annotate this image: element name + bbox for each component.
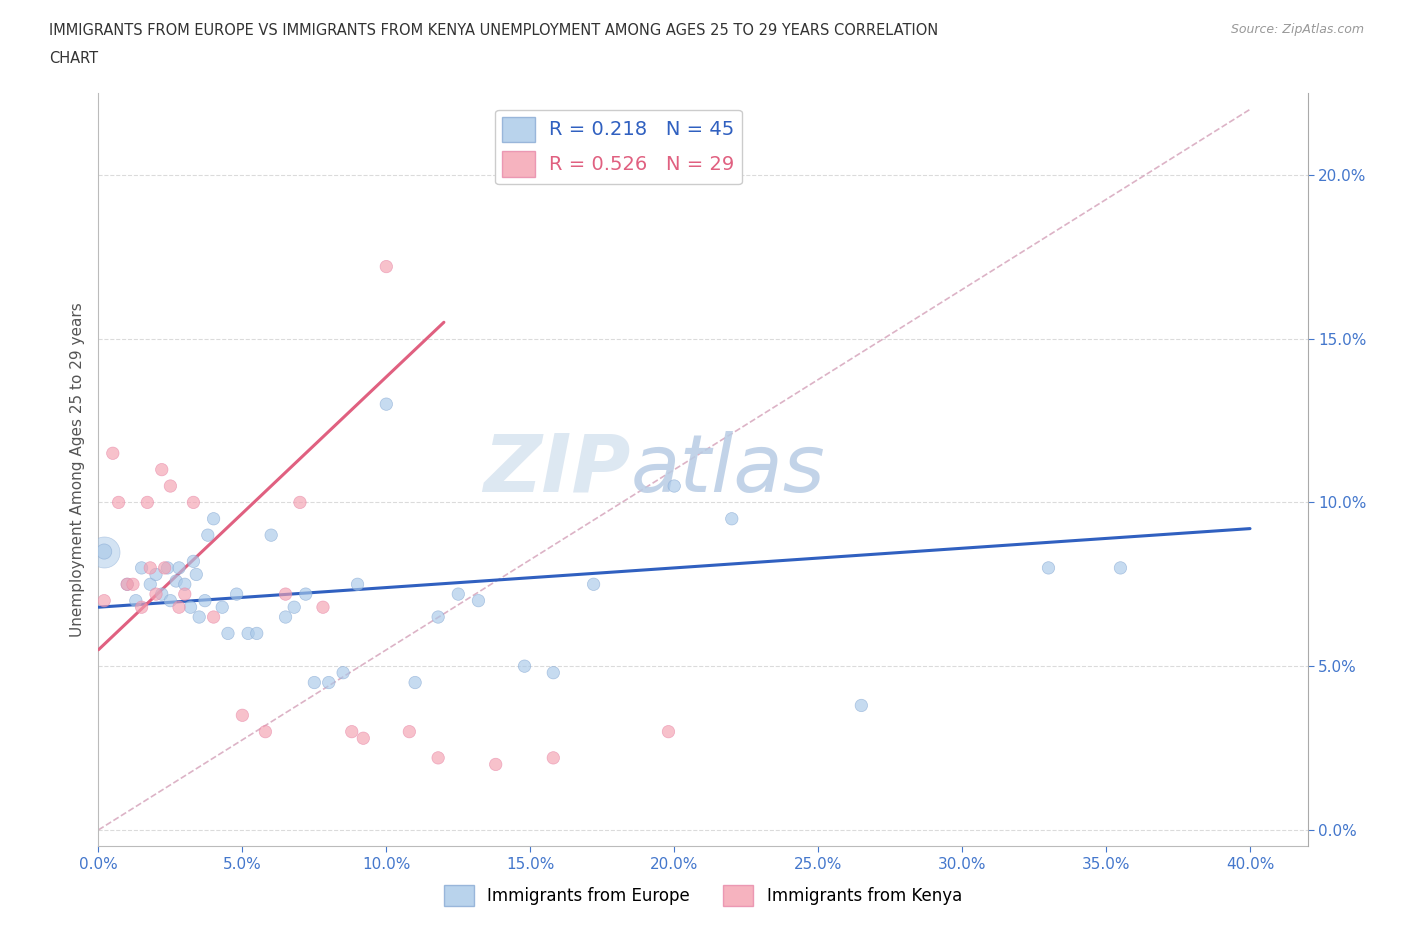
Point <box>513 658 536 673</box>
Point <box>159 479 181 494</box>
Point <box>93 544 115 559</box>
Point <box>165 574 187 589</box>
Point <box>404 675 426 690</box>
Point <box>131 561 153 576</box>
Point <box>186 567 208 582</box>
Point <box>332 665 354 680</box>
Point <box>398 724 420 739</box>
Point <box>153 561 176 576</box>
Point <box>156 561 179 576</box>
Point <box>485 757 508 772</box>
Point <box>131 600 153 615</box>
Point <box>246 626 269 641</box>
Point <box>197 527 219 542</box>
Point <box>217 626 239 641</box>
Point <box>167 561 190 576</box>
Point <box>346 577 368 591</box>
Point <box>1038 561 1060 576</box>
Legend: R = 0.218   N = 45, R = 0.526   N = 29: R = 0.218 N = 45, R = 0.526 N = 29 <box>495 110 742 184</box>
Point <box>664 479 686 494</box>
Point <box>211 600 233 615</box>
Point <box>136 495 159 510</box>
Point <box>274 587 297 602</box>
Point <box>145 587 167 602</box>
Point <box>294 587 316 602</box>
Point <box>1109 561 1132 576</box>
Point <box>93 593 115 608</box>
Point <box>283 600 305 615</box>
Point <box>236 626 259 641</box>
Point <box>657 724 679 739</box>
Point <box>260 527 283 542</box>
Point <box>202 609 225 624</box>
Point <box>173 587 195 602</box>
Point <box>274 609 297 624</box>
Point <box>375 397 398 412</box>
Point <box>582 577 605 591</box>
Text: ZIP: ZIP <box>484 431 630 509</box>
Point <box>318 675 340 690</box>
Point <box>139 577 162 591</box>
Point <box>543 751 565 765</box>
Point <box>188 609 211 624</box>
Point <box>150 462 173 477</box>
Point <box>543 665 565 680</box>
Point <box>115 577 138 591</box>
Text: atlas: atlas <box>630 431 825 509</box>
Point <box>183 495 205 510</box>
Point <box>467 593 489 608</box>
Point <box>93 544 115 559</box>
Point <box>720 512 742 526</box>
Point <box>340 724 363 739</box>
Point <box>107 495 129 510</box>
Text: Source: ZipAtlas.com: Source: ZipAtlas.com <box>1230 23 1364 36</box>
Y-axis label: Unemployment Among Ages 25 to 29 years: Unemployment Among Ages 25 to 29 years <box>69 302 84 637</box>
Point <box>145 567 167 582</box>
Point <box>225 587 247 602</box>
Text: CHART: CHART <box>49 51 98 66</box>
Point <box>447 587 470 602</box>
Point <box>375 259 398 274</box>
Point <box>139 561 162 576</box>
Point <box>125 593 148 608</box>
Point <box>427 751 450 765</box>
Point <box>202 512 225 526</box>
Point <box>254 724 277 739</box>
Point <box>101 445 124 460</box>
Point <box>167 600 190 615</box>
Point <box>304 675 326 690</box>
Point <box>231 708 253 723</box>
Point <box>122 577 145 591</box>
Point <box>427 609 450 624</box>
Point <box>312 600 335 615</box>
Point <box>288 495 311 510</box>
Point <box>194 593 217 608</box>
Point <box>180 600 202 615</box>
Point <box>851 698 873 713</box>
Legend: Immigrants from Europe, Immigrants from Kenya: Immigrants from Europe, Immigrants from … <box>437 879 969 912</box>
Point <box>173 577 195 591</box>
Point <box>150 587 173 602</box>
Point <box>183 554 205 569</box>
Point <box>159 593 181 608</box>
Point <box>352 731 374 746</box>
Point <box>115 577 138 591</box>
Text: IMMIGRANTS FROM EUROPE VS IMMIGRANTS FROM KENYA UNEMPLOYMENT AMONG AGES 25 TO 29: IMMIGRANTS FROM EUROPE VS IMMIGRANTS FRO… <box>49 23 938 38</box>
